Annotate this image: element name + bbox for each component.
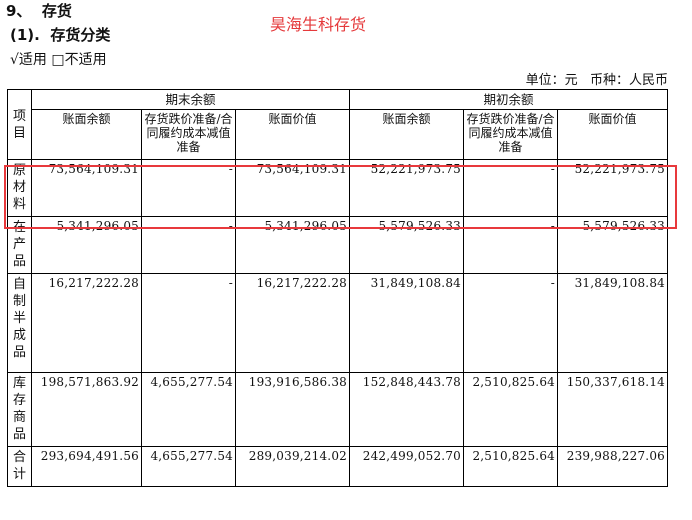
section-number: 9、 [6, 2, 32, 20]
table-cell: 5,341,296.05 [235, 216, 350, 274]
row-item-label: 自制半成品 [7, 273, 32, 373]
item-header: 项目 [7, 89, 32, 160]
table-cell: 5,579,526.33 [557, 216, 668, 274]
subsection-heading: (1). 存货分类 [10, 24, 110, 45]
column-header-row: 账面余额 存货跌价准备/合同履约成本减值准备 账面价值 账面余额 存货跌价准备/… [8, 109, 668, 160]
table-cell: - [463, 216, 558, 274]
applicable-option: √适用 [10, 52, 47, 68]
table-cell: 52,221,973.75 [349, 159, 464, 217]
unit-label: 单位：元 [525, 73, 578, 88]
table-cell: - [463, 273, 558, 373]
column-header: 账面余额 [349, 109, 464, 160]
table-cell: 242,499,052.70 [349, 446, 464, 487]
row-item-label: 在产品 [7, 216, 32, 274]
table-row: 原材料 73,564,109.31 - 73,564,109.31 52,221… [7, 159, 668, 217]
column-header: 账面价值 [557, 109, 668, 160]
currency-label: 币种：人民币 [589, 73, 668, 88]
group-header-row: 项目 期末余额 期初余额 [7, 89, 668, 160]
highlight-box [4, 165, 677, 229]
group-header-opening: 期初余额 [349, 89, 668, 110]
unit-line: 单位：元 币种：人民币 [526, 69, 668, 88]
table-cell: 193,916,586.38 [235, 372, 350, 447]
table-cell: 16,217,222.28 [31, 273, 142, 373]
column-header: 存货跌价准备/合同履约成本减值准备 [463, 109, 558, 160]
subsection-title: 存货分类 [50, 26, 111, 44]
table-cell: 16,217,222.28 [235, 273, 350, 373]
column-header: 账面余额 [31, 109, 142, 160]
table-cell: 5,579,526.33 [349, 216, 464, 274]
applicability-line: √适用 □不适用 [10, 49, 107, 69]
row-item-label: 合计 [7, 446, 32, 487]
section-heading: 9、 存货 [6, 0, 72, 21]
table-row: 在产品 5,341,296.05 - 5,341,296.05 5,579,52… [7, 216, 668, 274]
table-cell: - [141, 216, 236, 274]
table-cell: 2,510,825.64 [463, 372, 558, 447]
row-item-label: 库存商品 [7, 372, 32, 447]
table-cell: - [141, 273, 236, 373]
table-cell: 152,848,443.78 [349, 372, 464, 447]
table-cell: 198,571,863.92 [31, 372, 142, 447]
table-cell: 293,694,491.56 [31, 446, 142, 487]
table-cell: 150,337,618.14 [557, 372, 668, 447]
subsection-number: (1). [10, 26, 40, 44]
table-cell: 289,039,214.02 [235, 446, 350, 487]
not-applicable-option: □不适用 [51, 52, 107, 68]
inventory-table: 项目 期末余额 期初余额 账面余额 存货跌价准备/合同履约成本减值准备 账面价值… [7, 89, 668, 487]
table-row: 库存商品 198,571,863.92 4,655,277.54 193,916… [7, 372, 668, 447]
column-header: 账面价值 [235, 109, 350, 160]
table-cell: 52,221,973.75 [557, 159, 668, 217]
table-cell: 4,655,277.54 [141, 446, 236, 487]
annotation-stamp: 昊海生科存货 [270, 15, 367, 34]
table-cell: 4,655,277.54 [141, 372, 236, 447]
table-row-total: 合计 293,694,491.56 4,655,277.54 289,039,2… [7, 446, 668, 487]
table-cell: - [463, 159, 558, 217]
section-title: 存货 [41, 2, 72, 20]
table-cell: 5,341,296.05 [31, 216, 142, 274]
table-cell: 31,849,108.84 [349, 273, 464, 373]
column-header: 存货跌价准备/合同履约成本减值准备 [141, 109, 236, 160]
group-header-ending: 期末余额 [31, 89, 350, 110]
table-cell: 2,510,825.64 [463, 446, 558, 487]
table-cell: 239,988,227.06 [557, 446, 668, 487]
table-cell: 31,849,108.84 [557, 273, 668, 373]
table-row: 自制半成品 16,217,222.28 - 16,217,222.28 31,8… [7, 273, 668, 373]
